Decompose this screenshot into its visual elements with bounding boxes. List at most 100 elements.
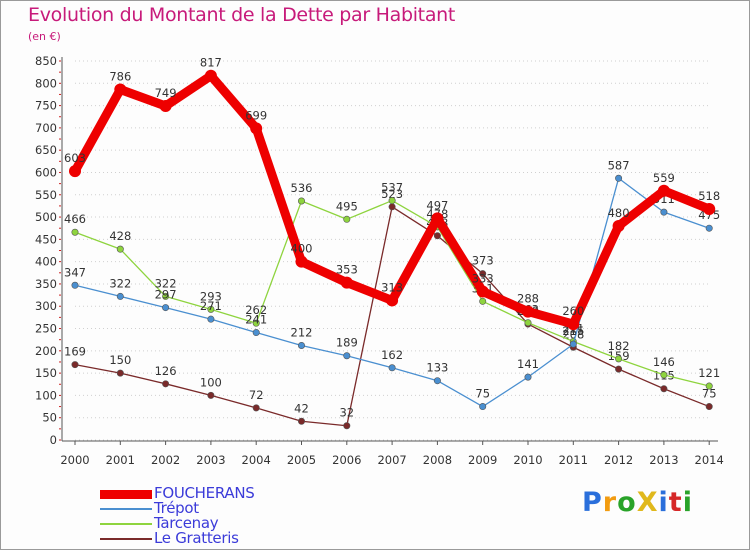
data-label-le-gratteris: 100 [200, 375, 222, 389]
data-point-tr-pot [615, 174, 623, 182]
y-tick-label: 0 [50, 433, 57, 447]
data-point-tarcenay [388, 197, 396, 205]
data-point-le-gratteris [388, 203, 396, 211]
data-label-foucherans: 497 [426, 198, 448, 212]
data-point-tarcenay [207, 305, 215, 313]
data-label-le-gratteris: 208 [562, 327, 584, 341]
data-label-le-gratteris: 72 [249, 388, 264, 402]
data-label-foucherans: 699 [245, 108, 267, 122]
data-point-tr-pot [433, 377, 441, 385]
data-point-le-gratteris [116, 369, 124, 377]
data-point-foucherans [567, 318, 580, 331]
data-point-tr-pot [162, 304, 170, 312]
data-label-tr-pot: 212 [291, 325, 313, 339]
y-tick-label: 450 [35, 232, 57, 246]
x-tick-label: 2007 [377, 453, 406, 467]
x-tick-label: 2009 [468, 453, 497, 467]
data-point-foucherans [204, 69, 217, 82]
x-tick-label: 2001 [106, 453, 135, 467]
data-point-foucherans [476, 285, 489, 298]
data-label-le-gratteris: 523 [381, 187, 403, 201]
data-label-tarcenay: 536 [291, 181, 313, 195]
chart-title: Evolution du Montant de la Dette par Hab… [28, 4, 456, 26]
data-label-le-gratteris: 126 [155, 364, 177, 378]
data-label-tr-pot: 215 [562, 324, 584, 338]
data-point-le-gratteris [162, 380, 170, 388]
data-point-le-gratteris [705, 403, 713, 411]
x-tick-label: 2003 [196, 453, 225, 467]
data-point-le-gratteris [660, 385, 668, 393]
data-point-tarcenay [524, 319, 532, 327]
y-tick-label: 500 [35, 210, 57, 224]
data-label-tr-pot: 241 [245, 313, 267, 327]
y-tick-label: 850 [35, 54, 57, 68]
y-tick-label: 300 [35, 299, 57, 313]
data-label-foucherans: 817 [200, 56, 222, 70]
y-tick-label: 750 [35, 99, 57, 113]
data-label-tr-pot: 347 [64, 265, 86, 279]
logo-letter: i [658, 487, 669, 518]
data-label-foucherans: 786 [109, 70, 131, 84]
data-point-tarcenay [705, 382, 713, 390]
data-point-le-gratteris [252, 404, 260, 412]
data-label-tarcenay: 428 [109, 229, 131, 243]
data-point-tr-pot [524, 373, 532, 381]
y-tick-label: 200 [35, 344, 57, 358]
x-tick-label: 2000 [60, 453, 89, 467]
y-tick-label: 550 [35, 188, 57, 202]
data-label-tr-pot: 322 [109, 276, 131, 290]
legend-label: Tarcenay [154, 514, 219, 532]
legend-swatch [100, 490, 152, 499]
data-point-foucherans [340, 276, 353, 289]
legend-label: Trépot [154, 499, 199, 517]
logo-letter: i [682, 487, 693, 518]
data-point-tr-pot [479, 403, 487, 411]
logo-letter: r [602, 487, 618, 518]
logo-letter: o [617, 487, 637, 518]
data-point-tarcenay [162, 292, 170, 300]
data-label-le-gratteris: 150 [109, 353, 131, 367]
data-point-tr-pot [569, 340, 577, 348]
logo-letter: t [668, 487, 683, 518]
y-tick-label: 350 [35, 277, 57, 291]
data-label-tarcenay: 182 [608, 339, 630, 353]
x-tick-label: 2002 [151, 453, 180, 467]
data-point-tarcenay [116, 245, 124, 253]
proxiti-logo: ProXiti [582, 487, 693, 518]
legend-label: FOUCHERANS [154, 484, 255, 502]
y-tick-label: 700 [35, 121, 57, 135]
data-label-tr-pot: 297 [155, 288, 177, 302]
data-label-le-gratteris: 373 [472, 254, 494, 268]
data-point-foucherans [612, 219, 625, 232]
data-point-tarcenay [252, 319, 260, 327]
data-label-tarcenay: 322 [155, 276, 177, 290]
data-label-foucherans: 749 [155, 86, 177, 100]
data-point-tarcenay [71, 228, 79, 236]
y-tick-label: 800 [35, 76, 57, 90]
data-label-foucherans: 559 [653, 171, 675, 185]
data-label-le-gratteris: 32 [339, 406, 354, 420]
data-point-tr-pot [252, 329, 260, 337]
y-axis-unit-label: (en €) [28, 30, 61, 43]
data-point-tr-pot [297, 341, 305, 349]
data-point-le-gratteris [297, 417, 305, 425]
x-tick-label: 2012 [604, 453, 633, 467]
data-point-le-gratteris [433, 232, 441, 240]
data-point-foucherans [522, 305, 534, 318]
data-label-le-gratteris: 42 [294, 401, 309, 415]
data-point-foucherans [114, 83, 127, 96]
data-point-tr-pot [343, 352, 351, 360]
x-tick-label: 2008 [423, 453, 452, 467]
data-point-tr-pot [388, 364, 396, 372]
data-point-le-gratteris [207, 391, 215, 399]
data-point-tr-pot [116, 292, 124, 300]
legend-swatch [100, 523, 152, 525]
data-point-foucherans [69, 165, 81, 178]
legend-swatch [100, 508, 152, 510]
data-label-le-gratteris: 75 [702, 387, 717, 401]
data-label-tr-pot: 133 [426, 361, 448, 375]
data-label-tarcenay: 495 [336, 199, 358, 213]
data-label-tarcenay: 537 [381, 181, 403, 195]
data-label-foucherans: 353 [336, 263, 358, 277]
